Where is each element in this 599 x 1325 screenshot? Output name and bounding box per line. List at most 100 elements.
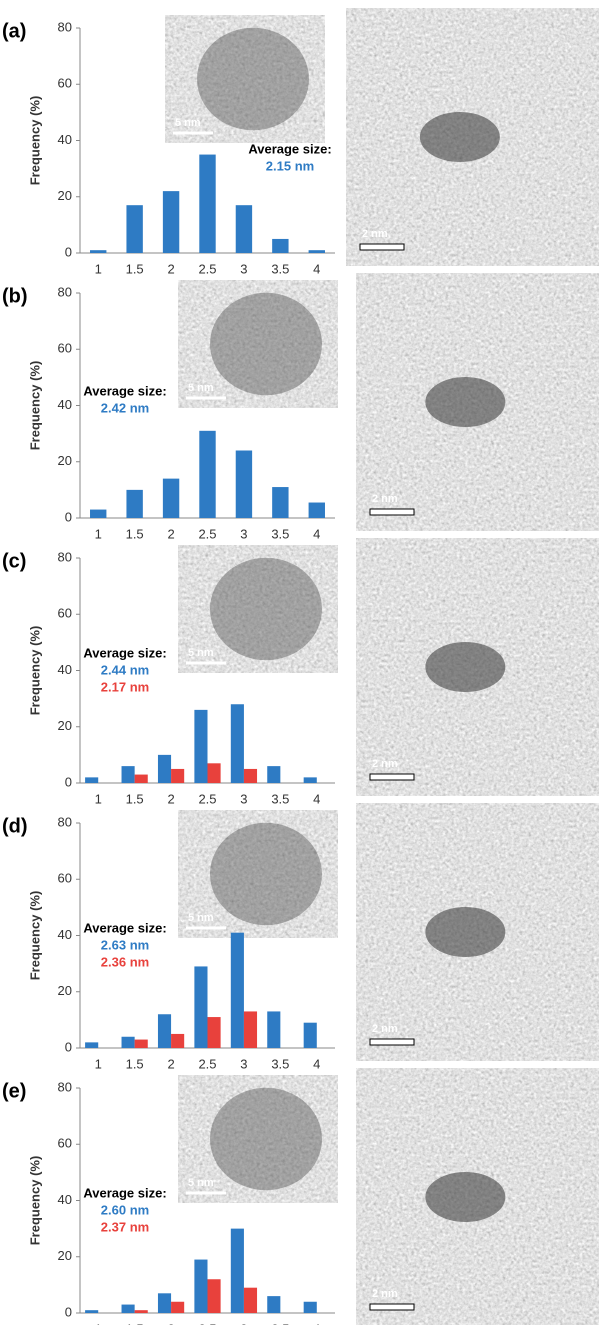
x-tick-label: 1 xyxy=(95,1321,102,1325)
y-tick-label: 40 xyxy=(58,132,72,147)
bar xyxy=(171,1034,184,1048)
particle-shadow xyxy=(210,293,322,395)
y-tick-label: 0 xyxy=(65,509,72,524)
average-label: 2.44 nm xyxy=(101,662,149,677)
y-tick-label: 80 xyxy=(58,814,72,829)
x-tick-label: 1 xyxy=(95,1056,102,1071)
x-tick-label: 2.5 xyxy=(198,1056,216,1071)
x-tick-label: 1.5 xyxy=(126,1056,144,1071)
bar xyxy=(244,1288,257,1313)
average-label: 2.17 nm xyxy=(101,679,149,694)
particle xyxy=(425,907,505,957)
x-tick-label: 1 xyxy=(95,791,102,806)
y-tick-label: 40 xyxy=(58,1192,72,1207)
x-tick-label: 2.5 xyxy=(198,261,216,276)
bar xyxy=(231,933,244,1048)
annotation: Average size: xyxy=(83,1185,166,1200)
bar xyxy=(85,1042,98,1048)
inset-scale-label: 5 nm xyxy=(188,647,214,659)
x-tick-label: 2 xyxy=(167,791,174,806)
scale-label: 2 nm xyxy=(372,1288,398,1300)
bar xyxy=(194,1260,207,1313)
particle-shadow xyxy=(210,558,322,660)
scale-label: 2 nm xyxy=(362,228,388,240)
bar xyxy=(208,763,221,783)
bar xyxy=(231,1229,244,1313)
x-tick-label: 3 xyxy=(240,1056,247,1071)
bar xyxy=(158,755,171,783)
average-label: 2.15 nm xyxy=(266,158,314,173)
x-tick-label: 1.5 xyxy=(126,1321,144,1325)
annotation: Average size: xyxy=(83,645,166,660)
annotation: Average size: xyxy=(83,920,166,935)
y-tick-label: 80 xyxy=(58,284,72,299)
average-label: 2.37 nm xyxy=(101,1219,149,1234)
y-tick-label: 80 xyxy=(58,1079,72,1094)
bar xyxy=(236,451,252,519)
particle xyxy=(420,112,500,162)
bar xyxy=(309,503,325,518)
y-tick-label: 20 xyxy=(58,983,72,998)
y-axis-label: Frequency (%) xyxy=(27,361,42,451)
scale-bar xyxy=(370,509,414,515)
bar xyxy=(158,1293,171,1313)
bar xyxy=(135,1040,148,1048)
x-tick-label: 2 xyxy=(167,1056,174,1071)
x-tick-label: 4 xyxy=(313,1321,320,1325)
scale-label: 2 nm xyxy=(372,758,398,770)
particle-shadow xyxy=(197,28,309,130)
y-tick-label: 20 xyxy=(58,718,72,733)
scale-label: 2 nm xyxy=(372,1023,398,1035)
x-tick-label: 1.5 xyxy=(126,791,144,806)
bar xyxy=(309,250,325,253)
bar xyxy=(85,1310,98,1313)
x-tick-label: 2 xyxy=(167,261,174,276)
x-tick-label: 2.5 xyxy=(198,791,216,806)
y-tick-label: 80 xyxy=(58,19,72,34)
x-tick-label: 2.5 xyxy=(198,1321,216,1325)
y-tick-label: 0 xyxy=(65,774,72,789)
x-tick-label: 4 xyxy=(313,526,320,541)
bar xyxy=(194,710,207,783)
scale-label: 2 nm xyxy=(372,493,398,505)
y-tick-label: 60 xyxy=(58,341,72,356)
bar xyxy=(272,239,288,253)
bar xyxy=(158,1014,171,1048)
y-tick-label: 40 xyxy=(58,662,72,677)
panel-label: (e) xyxy=(2,1080,26,1102)
bar xyxy=(126,205,142,253)
scale-bar xyxy=(370,1304,414,1310)
y-tick-label: 40 xyxy=(58,927,72,942)
x-tick-label: 1.5 xyxy=(126,261,144,276)
y-tick-label: 20 xyxy=(58,1248,72,1263)
x-tick-label: 3.5 xyxy=(271,1056,289,1071)
bar xyxy=(244,769,257,783)
average-label: 2.63 nm xyxy=(101,937,149,952)
scale-bar xyxy=(370,1039,414,1045)
bar xyxy=(163,191,179,253)
y-tick-label: 0 xyxy=(65,1304,72,1319)
panel-label: (a) xyxy=(2,20,26,42)
bar xyxy=(122,766,135,783)
bar xyxy=(236,205,252,253)
particle xyxy=(425,1172,505,1222)
x-tick-label: 3 xyxy=(240,261,247,276)
bar xyxy=(194,966,207,1048)
x-tick-label: 3.5 xyxy=(271,526,289,541)
average-label: 2.36 nm xyxy=(101,954,149,969)
panel-label: (c) xyxy=(2,550,26,572)
y-axis-label: Frequency (%) xyxy=(27,891,42,981)
x-tick-label: 4 xyxy=(313,791,320,806)
x-tick-label: 4 xyxy=(313,261,320,276)
bar xyxy=(244,1011,257,1048)
y-tick-label: 0 xyxy=(65,1039,72,1054)
annotation: Average size: xyxy=(83,383,166,398)
bar xyxy=(304,777,317,783)
y-tick-label: 60 xyxy=(58,606,72,621)
x-tick-label: 4 xyxy=(313,1056,320,1071)
bar xyxy=(163,479,179,518)
bar xyxy=(90,510,106,518)
bar xyxy=(267,1296,280,1313)
x-tick-label: 3 xyxy=(240,526,247,541)
bar xyxy=(135,775,148,783)
